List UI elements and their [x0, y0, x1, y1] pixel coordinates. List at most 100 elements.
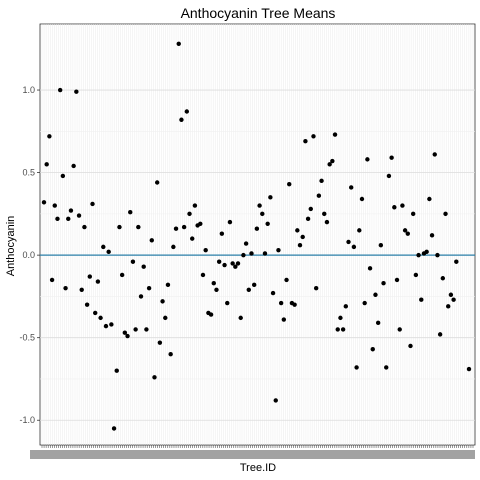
data-point	[251, 282, 257, 288]
data-point	[216, 259, 222, 264]
data-point	[437, 332, 443, 337]
data-point	[160, 299, 165, 304]
data-point	[119, 272, 125, 278]
data-point	[349, 185, 354, 190]
data-point	[74, 89, 79, 94]
data-point	[297, 243, 303, 248]
data-point	[273, 398, 278, 403]
data-point	[71, 163, 76, 169]
data-point	[57, 87, 63, 93]
data-point	[265, 221, 270, 226]
data-point	[335, 327, 340, 332]
data-point	[300, 234, 305, 240]
data-point	[435, 252, 440, 258]
data-point	[373, 292, 378, 297]
data-point	[130, 259, 136, 264]
data-point	[319, 178, 324, 184]
data-point	[165, 282, 171, 288]
data-point	[227, 219, 233, 225]
data-point	[179, 117, 184, 122]
data-point	[429, 233, 435, 238]
data-point	[257, 203, 262, 208]
data-point	[187, 211, 192, 217]
data-point	[410, 211, 416, 217]
data-point	[254, 226, 260, 231]
data-point	[111, 426, 117, 431]
data-point	[79, 287, 84, 293]
data-point	[125, 333, 130, 339]
x-axis-ticks	[30, 445, 475, 459]
data-point	[397, 327, 402, 332]
y-tick-label: 0.0	[22, 250, 35, 260]
data-point	[103, 323, 109, 329]
data-point	[214, 287, 219, 293]
data-point	[246, 287, 252, 293]
data-point	[222, 262, 227, 268]
data-point	[413, 272, 419, 278]
data-point	[47, 134, 52, 139]
data-point	[322, 211, 327, 217]
data-point	[305, 216, 311, 222]
data-point	[378, 243, 384, 248]
data-point	[446, 304, 451, 309]
data-point	[362, 300, 367, 306]
data-point	[157, 340, 163, 345]
data-point	[316, 193, 322, 198]
data-point	[146, 285, 152, 291]
data-point	[262, 251, 268, 256]
y-axis-ticks: -1.0 -0.5 0.0 0.5 1.0	[19, 85, 40, 425]
data-point	[76, 213, 82, 218]
grid-minor	[40, 24, 475, 445]
y-tick-label: 0.5	[22, 168, 35, 178]
data-point	[454, 259, 459, 264]
data-point	[184, 109, 190, 114]
data-point	[44, 162, 49, 167]
data-point	[402, 228, 408, 233]
data-point	[241, 252, 246, 258]
data-point	[203, 247, 208, 253]
data-point	[117, 224, 122, 230]
data-point	[386, 173, 392, 179]
data-point	[284, 277, 289, 283]
data-point	[84, 302, 90, 307]
data-point	[330, 158, 335, 164]
data-point	[351, 244, 357, 250]
y-tick-label: -0.5	[19, 333, 35, 343]
data-point	[276, 247, 281, 253]
y-tick-label: 1.0	[22, 85, 35, 95]
data-point	[238, 315, 243, 321]
data-point	[171, 244, 176, 250]
data-point	[311, 134, 316, 139]
data-point	[109, 322, 114, 327]
data-point	[66, 216, 71, 222]
data-point	[133, 327, 138, 332]
data-point	[190, 236, 195, 241]
data-point	[338, 315, 343, 321]
data-point	[394, 277, 400, 283]
data-points	[41, 41, 472, 431]
data-point	[63, 285, 68, 291]
data-point	[243, 241, 249, 246]
data-point	[68, 208, 74, 213]
data-point	[55, 216, 60, 222]
data-point	[332, 132, 338, 137]
data-point	[101, 244, 106, 250]
data-point	[176, 41, 181, 47]
data-point	[313, 285, 319, 291]
data-point	[295, 228, 300, 233]
data-point	[340, 327, 346, 332]
data-point	[211, 281, 216, 286]
data-point	[367, 266, 373, 271]
data-point	[152, 375, 157, 380]
data-point	[466, 366, 472, 372]
data-point	[357, 228, 362, 233]
data-point	[154, 180, 160, 185]
data-point	[268, 195, 273, 200]
data-point	[370, 347, 375, 352]
data-point	[287, 181, 292, 187]
data-point	[230, 261, 235, 266]
data-point	[41, 200, 47, 205]
data-point	[136, 224, 141, 230]
data-point	[249, 251, 254, 256]
